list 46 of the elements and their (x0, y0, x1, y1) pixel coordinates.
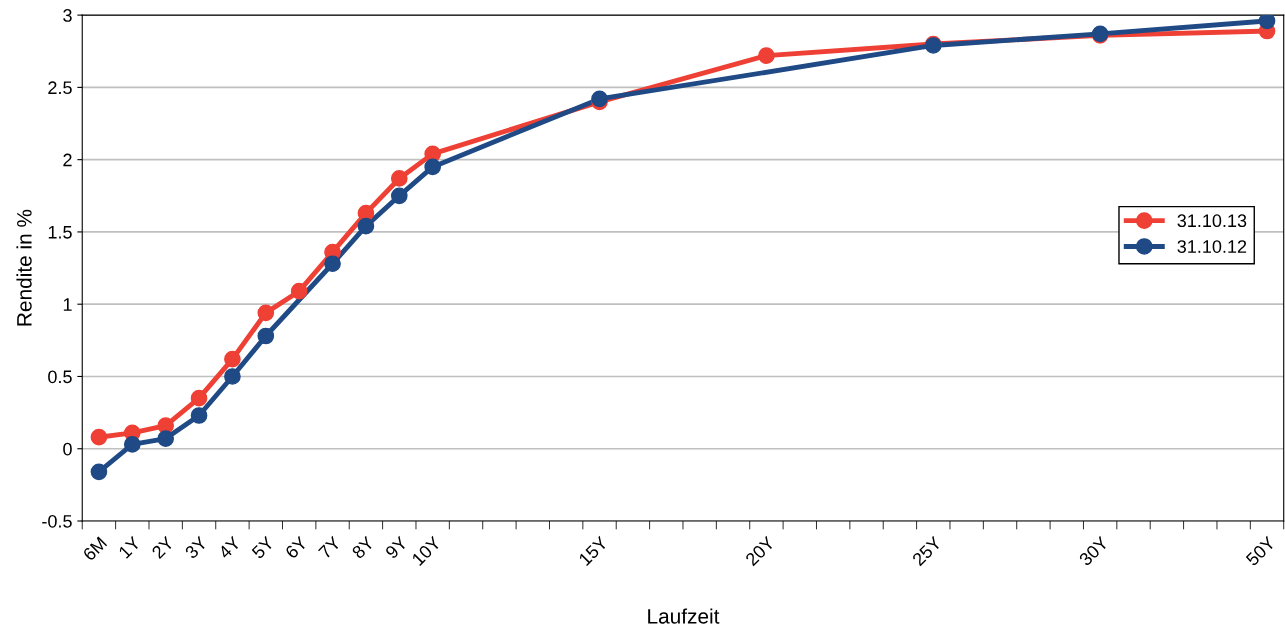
x-tick-label: 2Y (151, 535, 175, 560)
point (1258, 15, 1276, 30)
point (224, 368, 241, 385)
y-tick-label: 0 (63, 442, 72, 456)
x-tick-label: 5Y (251, 535, 275, 560)
x-tick-label: 25Y (911, 535, 943, 567)
point (257, 327, 275, 345)
x-tick-label: 6Y (284, 535, 309, 560)
point (123, 436, 141, 453)
y-tick-label: 3 (63, 9, 72, 22)
x-tick-label: 20Y (744, 535, 776, 567)
x-tick-label: 10Y (411, 535, 442, 567)
point (224, 350, 241, 368)
y-tick-label: 1 (63, 298, 72, 311)
x-tick-label: 7Y (318, 535, 342, 560)
point (257, 304, 275, 322)
x-tick-label: 3Y (184, 535, 209, 560)
legend-label: 31.10.13 (1177, 214, 1247, 228)
y-tick-label: 0.5 (48, 370, 72, 384)
point (758, 47, 775, 64)
y-tick-label: 2 (63, 153, 72, 167)
point (190, 389, 208, 407)
x-tick-label: 1Y (118, 535, 142, 559)
point (157, 430, 175, 447)
point (390, 170, 408, 187)
y-tick-label: 1.5 (48, 226, 72, 239)
x-tick-label: 8Y (351, 535, 376, 560)
point (90, 463, 108, 481)
point (90, 428, 108, 446)
point (390, 187, 408, 205)
x-tick-label: 4Y (217, 535, 242, 560)
x-tick-label: 6M (82, 536, 108, 562)
point (324, 255, 341, 273)
point (290, 282, 308, 300)
y-axis-title: Rendite in % (16, 209, 32, 326)
x-tick-label: 15Y (578, 535, 609, 567)
point (190, 407, 208, 424)
point (357, 217, 375, 235)
x-tick-label: 30Y (1078, 535, 1110, 567)
point (424, 158, 442, 176)
x-tick-label: 9Y (384, 535, 409, 560)
y-tick-label: -0.5 (42, 514, 72, 528)
x-tick-label: 50Y (1245, 535, 1277, 567)
legend-label: 31.10.12 (1177, 240, 1247, 253)
x-axis-title: Laufzeit (648, 608, 720, 624)
y-tick-label: 2.5 (48, 81, 72, 95)
